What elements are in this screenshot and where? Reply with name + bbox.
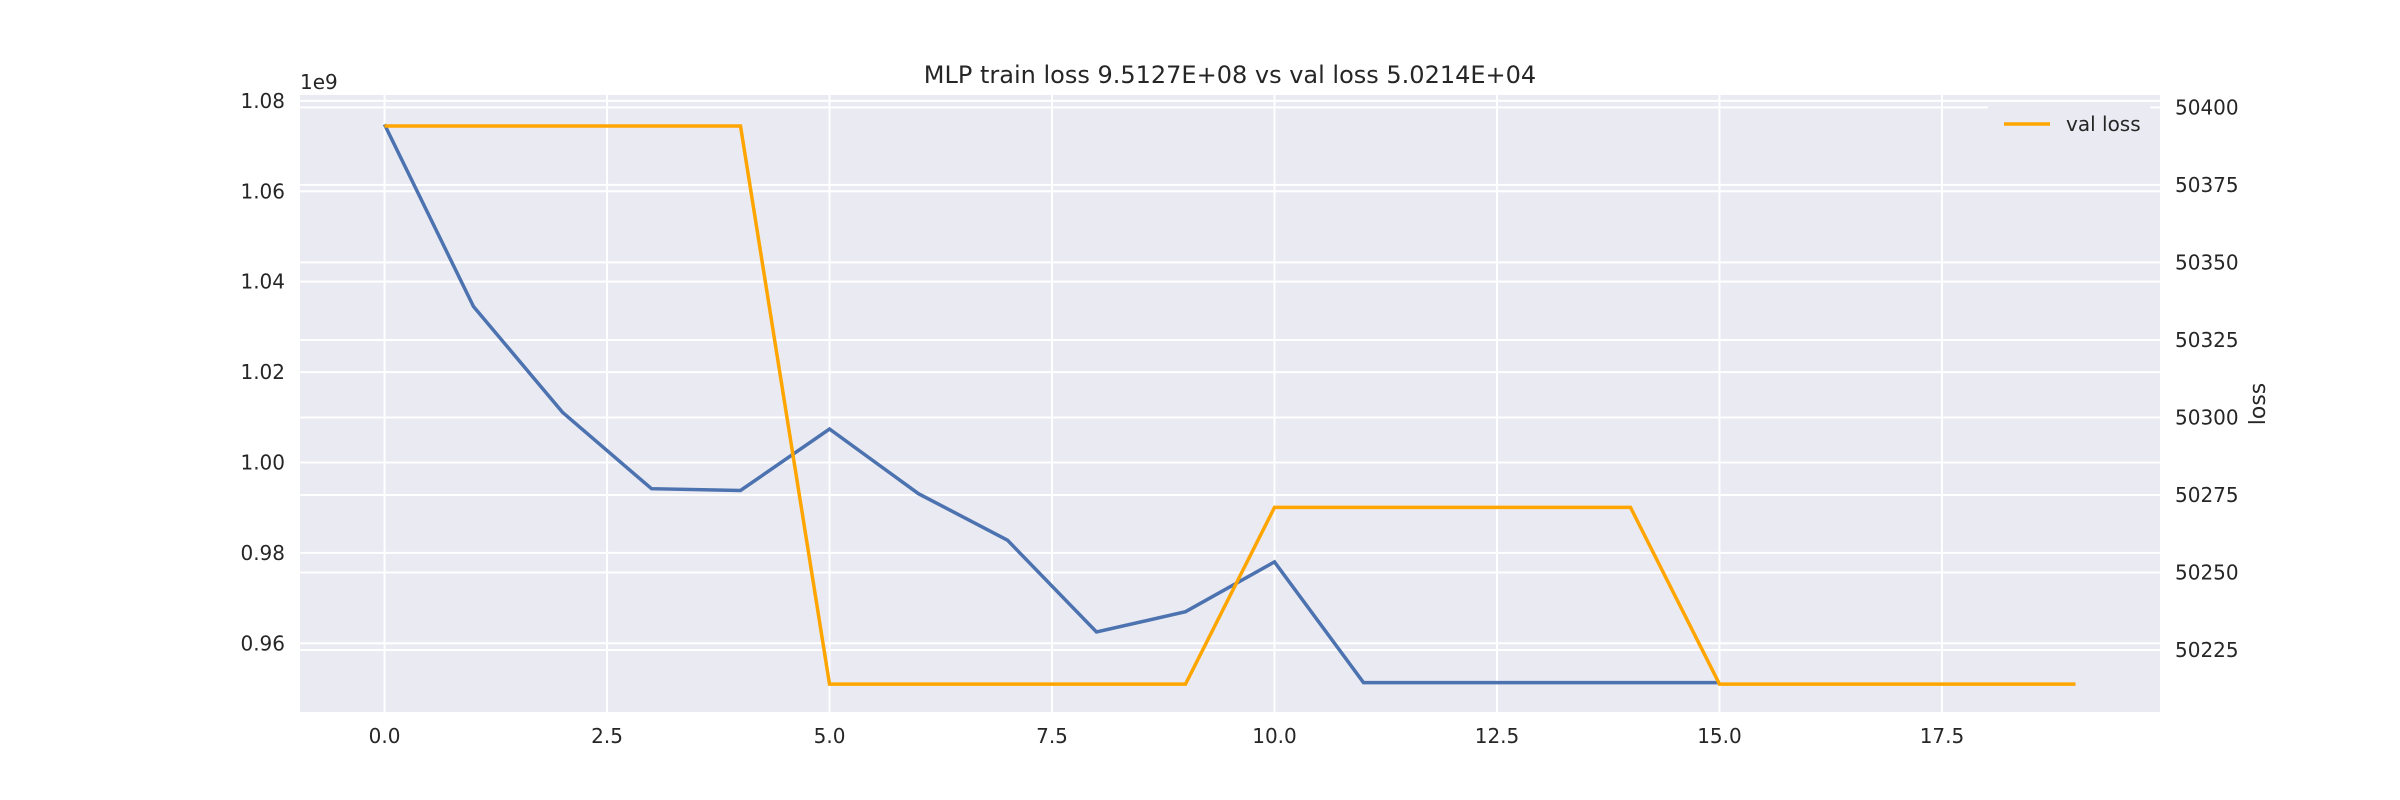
y-right-tick-label: 50275	[2175, 483, 2239, 507]
series-layer	[382, 123, 2076, 686]
legend: val loss	[1988, 104, 2150, 146]
plot-background	[300, 95, 2160, 712]
series-line-val-loss	[384, 124, 2076, 686]
x-tick-label: 0.0	[369, 724, 401, 748]
chart-title: MLP train loss 9.5127E+08 vs val loss 5.…	[924, 61, 1536, 89]
x-tick-label: 15.0	[1697, 724, 1742, 748]
y-right-tick-label: 50250	[2175, 560, 2239, 584]
y-left-tick-label: 0.96	[240, 631, 285, 655]
x-tick-label: 2.5	[591, 724, 623, 748]
x-tick-label: 5.0	[814, 724, 846, 748]
y-right-tick-label: 50350	[2175, 250, 2239, 274]
x-tick-label: 10.0	[1252, 724, 1297, 748]
left-axis-multiplier: 1e9	[300, 70, 338, 94]
grid	[300, 95, 2160, 712]
y-right-tick-label: 50300	[2175, 405, 2239, 429]
y-right-tick-label: 50400	[2175, 95, 2239, 119]
axes: 0.0 2.5 5.0 7.5 10.0 12.5 15.0 17.5 0.96 0.98 1.00…	[240, 89, 2238, 748]
y-right-tick-label: 50325	[2175, 328, 2239, 352]
y-left-tick-label: 1.02	[240, 360, 285, 384]
series-line-0	[382, 123, 1720, 685]
x-tick-label: 7.5	[1036, 724, 1068, 748]
y-right-tick-label: 50225	[2175, 638, 2239, 662]
y-left-tick-label: 1.04	[240, 270, 285, 294]
y-left-tick-label: 0.98	[240, 541, 285, 565]
x-tick-label: 17.5	[1920, 724, 1965, 748]
y-right-tick-label: 50375	[2175, 173, 2239, 197]
y-left-tick-label: 1.06	[240, 179, 285, 203]
y-left-tick-label: 1.00	[240, 450, 285, 474]
y-left-tick-label: 1.08	[240, 89, 285, 113]
right-axis-label: loss	[2246, 383, 2271, 426]
legend-label-val-loss: val loss	[2066, 112, 2141, 136]
x-tick-label: 12.5	[1475, 724, 1520, 748]
